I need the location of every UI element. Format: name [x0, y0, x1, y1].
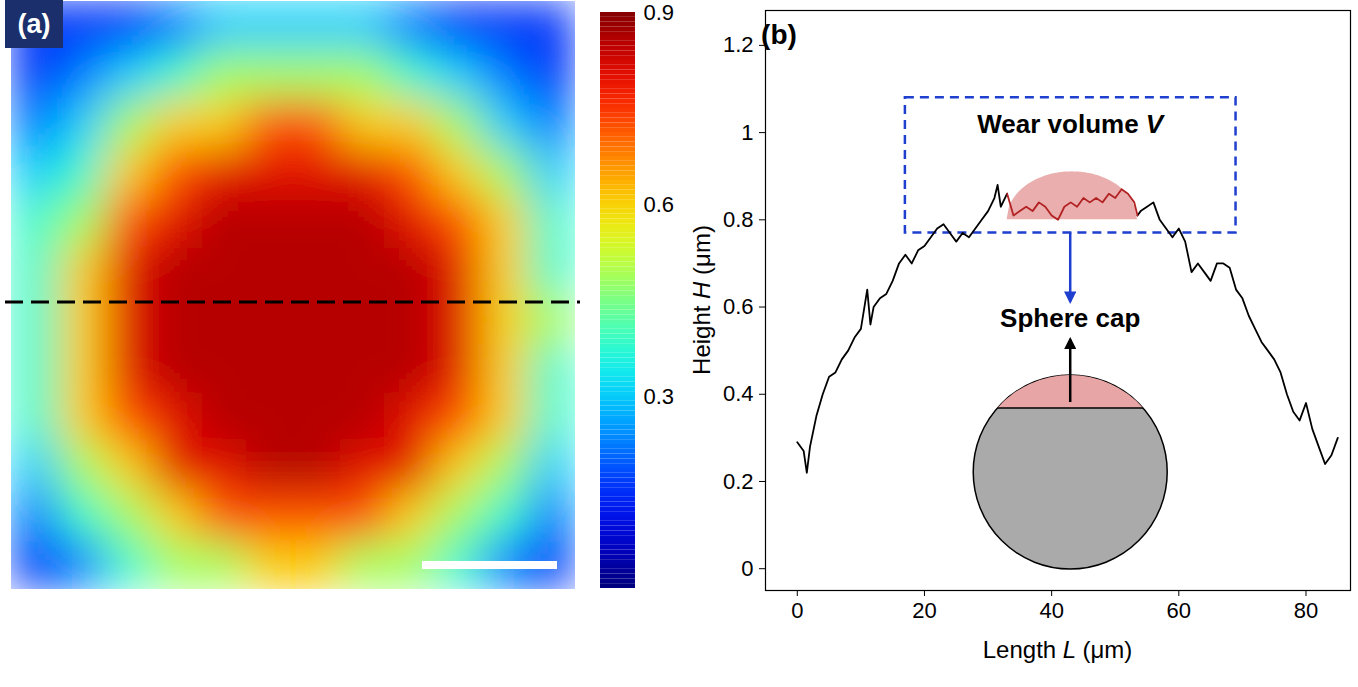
svg-text:40: 40 [1039, 598, 1063, 623]
svg-text:Length L (μm): Length L (μm) [983, 636, 1132, 663]
svg-text:0.8: 0.8 [723, 207, 754, 232]
svg-text:60: 60 [1167, 598, 1191, 623]
svg-text:80: 80 [1294, 598, 1318, 623]
svg-text:0.6: 0.6 [723, 294, 754, 319]
svg-text:20: 20 [912, 598, 936, 623]
svg-text:Height H (μm): Height H (μm) [688, 225, 715, 375]
svg-text:0.9: 0.9 [644, 0, 675, 25]
svg-text:(b): (b) [761, 19, 797, 50]
svg-text:0.6: 0.6 [644, 192, 675, 217]
svg-text:(a): (a) [18, 9, 51, 39]
svg-text:0.4: 0.4 [723, 381, 754, 406]
svg-text:0: 0 [791, 598, 803, 623]
svg-text:0.2: 0.2 [723, 469, 754, 494]
svg-text:1.2: 1.2 [723, 32, 754, 57]
svg-text:Sphere cap: Sphere cap [1000, 303, 1140, 333]
svg-text:0: 0 [741, 556, 753, 581]
svg-text:1: 1 [741, 120, 753, 145]
svg-text:0.3: 0.3 [644, 384, 675, 409]
svg-text:Wear volume V: Wear volume V [977, 109, 1166, 139]
